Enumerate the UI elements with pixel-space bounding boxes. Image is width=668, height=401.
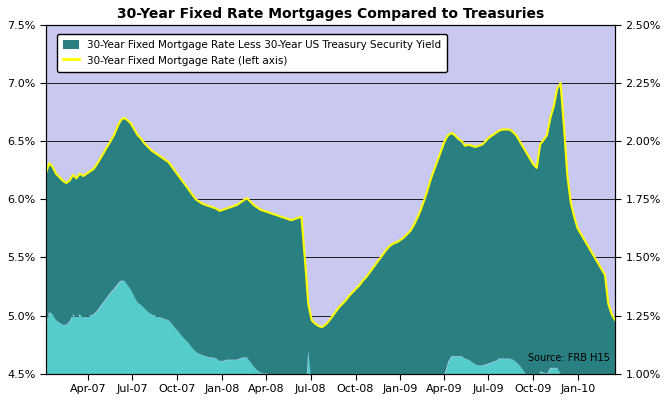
Text: Source: FRB H15: Source: FRB H15 xyxy=(528,353,609,363)
Title: 30-Year Fixed Rate Mortgages Compared to Treasuries: 30-Year Fixed Rate Mortgages Compared to… xyxy=(117,7,544,21)
Legend: 30-Year Fixed Mortgage Rate Less 30-Year US Treasury Security Yield, 30-Year Fix: 30-Year Fixed Mortgage Rate Less 30-Year… xyxy=(57,34,447,72)
